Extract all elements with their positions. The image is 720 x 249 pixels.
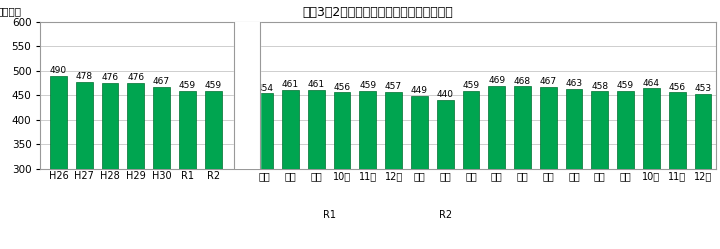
- Bar: [127, 82, 144, 169]
- Bar: [333, 92, 351, 169]
- Text: 453: 453: [694, 84, 711, 93]
- Text: 449: 449: [411, 86, 428, 95]
- Bar: [411, 96, 428, 169]
- Bar: [617, 91, 634, 169]
- Bar: [591, 91, 608, 169]
- Text: 464: 464: [643, 79, 660, 88]
- Bar: [566, 89, 582, 169]
- Bar: [50, 76, 67, 169]
- Text: 454: 454: [256, 84, 273, 93]
- Text: 469: 469: [488, 76, 505, 85]
- Text: R2: R2: [438, 210, 451, 220]
- Bar: [179, 91, 196, 169]
- Text: 459: 459: [204, 81, 222, 90]
- Text: 467: 467: [153, 77, 170, 86]
- Text: 456: 456: [669, 83, 685, 92]
- Text: 457: 457: [385, 82, 402, 91]
- Bar: [256, 93, 273, 169]
- Title: （図3－2）非労働力人口の推移【沖縄県】: （図3－2）非労働力人口の推移【沖縄県】: [302, 6, 454, 19]
- Bar: [695, 94, 711, 169]
- Bar: [514, 86, 531, 169]
- Bar: [385, 92, 402, 169]
- Text: 478: 478: [76, 72, 93, 81]
- Bar: [540, 87, 557, 169]
- Text: 468: 468: [514, 77, 531, 86]
- Text: （千人）: （千人）: [0, 6, 22, 16]
- Bar: [308, 90, 325, 169]
- Bar: [282, 90, 299, 169]
- Bar: [153, 87, 170, 169]
- Text: 461: 461: [307, 80, 325, 89]
- Bar: [488, 86, 505, 169]
- Bar: [234, 22, 259, 169]
- Bar: [102, 82, 118, 169]
- Text: 459: 459: [617, 81, 634, 90]
- Text: 467: 467: [540, 77, 557, 86]
- Text: 458: 458: [591, 82, 608, 91]
- Text: 459: 459: [462, 81, 480, 90]
- Text: 461: 461: [282, 80, 299, 89]
- Bar: [437, 100, 454, 169]
- Text: 459: 459: [359, 81, 377, 90]
- Bar: [669, 92, 685, 169]
- Text: 476: 476: [102, 73, 119, 82]
- Bar: [204, 91, 222, 169]
- Bar: [76, 82, 93, 169]
- Bar: [462, 91, 480, 169]
- Text: 476: 476: [127, 73, 145, 82]
- Bar: [359, 91, 377, 169]
- Text: 463: 463: [565, 79, 582, 88]
- Text: 440: 440: [436, 90, 454, 99]
- Text: 456: 456: [333, 83, 351, 92]
- Bar: [643, 88, 660, 169]
- Text: 459: 459: [179, 81, 196, 90]
- Text: 490: 490: [50, 66, 67, 75]
- Text: R1: R1: [323, 210, 336, 220]
